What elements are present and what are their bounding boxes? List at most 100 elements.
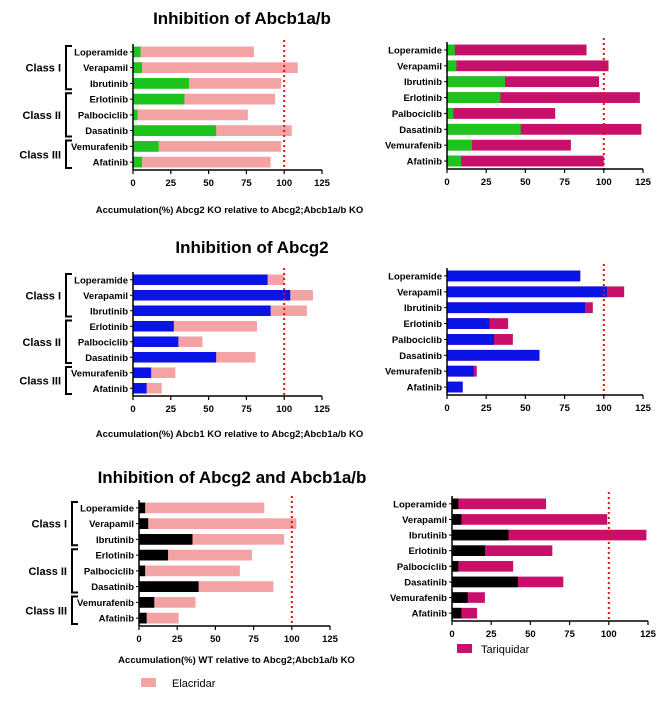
x-tick-label-100: 100 xyxy=(276,404,292,415)
x-tick-label-50: 50 xyxy=(210,634,221,645)
bar-wt-vemurafenib xyxy=(139,597,155,608)
bar-ko-loperamide xyxy=(133,46,141,58)
bracket-class-iii-1 xyxy=(65,366,72,395)
category-label-verapamil: Verapamil xyxy=(397,287,442,298)
x-tick-label-50: 50 xyxy=(525,629,536,640)
bar-ko-ibrutinib xyxy=(133,78,189,89)
bar-elacridar-dasatinib xyxy=(139,581,274,592)
bar-ko-verapamil xyxy=(447,60,457,72)
bar-elacridar-afatinib xyxy=(133,382,162,394)
section-title-abcg2: Inhibition of Abcg2 xyxy=(175,238,328,257)
bar-elacridar-erlotinib xyxy=(139,549,253,561)
bar-wt-erlotinib xyxy=(452,545,485,556)
category-label-erlotinib: Erlotinib xyxy=(403,319,442,330)
bracket-class-ii-2 xyxy=(71,548,78,594)
bar-ko-loperamide xyxy=(447,44,455,56)
category-label-verapamil: Verapamil xyxy=(89,519,134,530)
bar-ko-erlotinib xyxy=(447,92,501,103)
bar-tariquidar-vemurafenib xyxy=(447,139,571,151)
category-label-vemurafenib: Vemurafenib xyxy=(390,593,447,604)
category-label-vemurafenib: Vemurafenib xyxy=(385,367,442,378)
bar-tariquidar-erlotinib xyxy=(452,545,553,556)
bar-ko-erlotinib xyxy=(447,318,490,329)
chart-1-right: Loperamide Verapamil Ibrutinib Erlotinib Pal… xyxy=(385,264,652,414)
bar-wt-verapamil xyxy=(139,518,149,529)
x-tick-label-0: 0 xyxy=(444,177,449,188)
bar-tariquidar-ibrutinib xyxy=(452,529,647,541)
x-tick-label-0: 0 xyxy=(136,634,141,645)
section-title-abcg2-abcb1: Inhibition of Abcg2 and Abcb1a/b xyxy=(98,468,367,487)
charts-layer: Loperamide Verapamil Ibrutinib Erlotinib Pal… xyxy=(71,38,657,666)
bar-wt-loperamide xyxy=(452,498,459,510)
chart-2-right: Loperamide Verapamil Ibrutinib Erlotinib Pal… xyxy=(390,492,657,640)
bar-ko-vemurafenib xyxy=(447,139,473,151)
bar-ko-palbociclib xyxy=(447,108,454,119)
bar-ko-verapamil xyxy=(133,62,143,73)
bar-wt-palbociclib xyxy=(452,561,459,572)
x-tick-label-125: 125 xyxy=(322,634,339,645)
category-label-vemurafenib: Vemurafenib xyxy=(71,368,128,379)
bar-tariquidar-verapamil xyxy=(452,514,608,525)
bar-wt-dasatinib xyxy=(139,581,199,592)
category-label-verapamil: Verapamil xyxy=(83,291,128,302)
bar-tariquidar-loperamide xyxy=(452,498,547,510)
category-label-ibrutinib: Ibrutinib xyxy=(404,77,442,88)
bar-wt-dasatinib xyxy=(452,576,518,588)
bar-elacridar-vemurafenib xyxy=(133,141,282,152)
bar-elacridar-vemurafenib xyxy=(139,597,196,608)
bar-ko-dasatinib xyxy=(133,351,217,363)
x-tick-label-25: 25 xyxy=(486,629,497,640)
x-tick-label-50: 50 xyxy=(203,178,214,189)
bar-ko-afatinib xyxy=(447,155,462,167)
bar-ko-palbociclib xyxy=(133,109,138,121)
bar-elacridar-afatinib xyxy=(139,612,179,624)
class-label-class-i: Class I xyxy=(26,63,61,75)
chart-0-right: Loperamide Verapamil Ibrutinib Erlotinib Pal… xyxy=(385,38,652,188)
bar-ko-loperamide xyxy=(447,270,581,282)
category-label-verapamil: Verapamil xyxy=(83,63,128,74)
category-label-palbociclib: Palbociclib xyxy=(397,562,447,573)
bar-wt-afatinib xyxy=(139,612,147,624)
bar-ko-vemurafenib xyxy=(447,365,474,377)
bar-tariquidar-afatinib xyxy=(447,155,604,167)
class-label-class-iii: Class III xyxy=(19,376,61,388)
category-label-erlotinib: Erlotinib xyxy=(95,551,134,562)
bar-ko-afatinib xyxy=(447,381,463,393)
category-label-ibrutinib: Ibrutinib xyxy=(96,535,134,546)
bar-ko-ibrutinib xyxy=(447,76,506,88)
bar-tariquidar-palbociclib xyxy=(447,108,556,119)
bar-wt-afatinib xyxy=(452,607,462,619)
x-tick-label-25: 25 xyxy=(166,404,177,415)
category-label-palbociclib: Palbociclib xyxy=(392,109,442,120)
x-tick-label-75: 75 xyxy=(248,634,259,645)
bar-elacridar-ibrutinib xyxy=(139,534,285,545)
category-label-ibrutinib: Ibrutinib xyxy=(409,531,447,542)
bracket-class-i-1 xyxy=(65,273,72,318)
x-tick-label-25: 25 xyxy=(166,178,177,189)
category-label-afatinib: Afatinib xyxy=(99,614,135,625)
class-label-class-iii: Class III xyxy=(25,605,67,617)
legend-swatch-tariquidar xyxy=(457,644,472,653)
x-tick-label-75: 75 xyxy=(241,178,252,189)
x-tick-label-75: 75 xyxy=(564,629,575,640)
bar-elacridar-palbociclib xyxy=(133,109,248,121)
class-label-class-i: Class I xyxy=(32,519,67,531)
category-label-vemurafenib: Vemurafenib xyxy=(71,142,128,153)
category-label-dasatinib: Dasatinib xyxy=(85,353,128,364)
bar-ko-ibrutinib xyxy=(447,302,585,314)
bar-tariquidar-palbociclib xyxy=(452,561,514,572)
category-label-loperamide: Loperamide xyxy=(388,271,442,282)
x-tick-label-100: 100 xyxy=(596,403,612,414)
x-tick-label-0: 0 xyxy=(130,178,135,189)
category-label-afatinib: Afatinib xyxy=(407,383,443,394)
category-label-dasatinib: Dasatinib xyxy=(399,351,442,362)
bracket-class-i-0 xyxy=(65,45,72,91)
bar-ko-palbociclib xyxy=(447,334,495,345)
bar-tariquidar-ibrutinib xyxy=(447,76,600,88)
chart-2-left: Loperamide Verapamil Ibrutinib Erlotinib Pal… xyxy=(77,496,355,666)
category-label-afatinib: Afatinib xyxy=(93,158,129,169)
bar-ko-verapamil xyxy=(133,289,291,301)
bar-tariquidar-loperamide xyxy=(447,44,587,56)
bracket-class-iii-2 xyxy=(71,595,78,625)
category-label-loperamide: Loperamide xyxy=(388,45,442,56)
